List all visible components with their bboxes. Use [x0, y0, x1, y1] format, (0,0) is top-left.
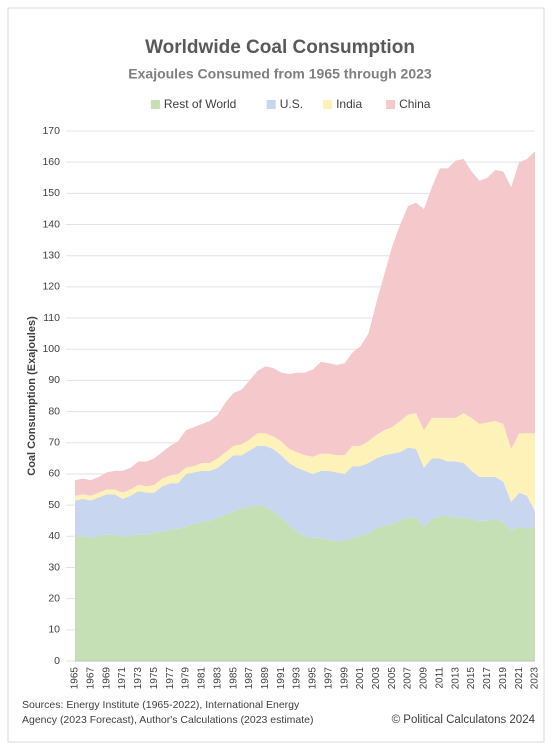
x-tick-label: 1979 — [181, 667, 192, 690]
x-tick-label: 1975 — [149, 667, 160, 690]
legend-swatch — [266, 100, 276, 109]
y-tick-label: 80 — [48, 405, 60, 417]
y-tick-label: 140 — [42, 218, 60, 230]
y-axis-label: Coal Consumption (Exajoules) — [26, 316, 38, 476]
x-tick-label: 1971 — [117, 667, 128, 690]
legend-label: U.S. — [280, 97, 303, 111]
y-tick-label: 100 — [42, 343, 60, 355]
x-tick-label: 1985 — [228, 667, 239, 690]
x-tick-label: 2023 — [530, 667, 541, 690]
y-tick-label: 60 — [48, 468, 60, 480]
y-tick-label: 70 — [48, 437, 60, 449]
legend-label: China — [399, 97, 431, 111]
y-tick-label: 50 — [48, 499, 60, 511]
y-tick-label: 150 — [42, 187, 60, 199]
sources-line: Sources: Energy Institute (1965-2022), I… — [22, 699, 300, 711]
x-tick-label: 1969 — [101, 667, 112, 690]
y-tick-label: 40 — [48, 530, 60, 542]
y-tick-label: 110 — [43, 312, 60, 324]
x-tick-label: 1995 — [308, 667, 319, 690]
x-tick-label: 2013 — [450, 667, 461, 690]
x-tick-label: 2019 — [498, 667, 509, 690]
x-tick-label: 1967 — [86, 667, 97, 690]
chart-title: Worldwide Coal Consumption — [145, 37, 415, 58]
x-tick-label: 2021 — [514, 667, 525, 690]
x-tick-label: 1987 — [244, 667, 255, 690]
x-tick-label: 2009 — [419, 667, 430, 690]
x-tick-label: 2001 — [355, 667, 366, 690]
area — [75, 151, 535, 496]
x-tick-label: 2007 — [403, 667, 414, 690]
y-tick-label: 120 — [42, 281, 60, 293]
y-tick-label: 0 — [54, 655, 60, 667]
x-tick-label: 1973 — [133, 667, 144, 690]
x-tick-label: 1993 — [292, 667, 303, 690]
y-tick-label: 20 — [48, 592, 60, 604]
x-tick-label: 1991 — [276, 667, 287, 690]
area — [75, 445, 535, 541]
x-tick-label: 1997 — [323, 667, 334, 690]
x-tick-label: 1981 — [197, 667, 208, 690]
chart-subtitle: Exajoules Consumed from 1965 through 202… — [128, 66, 432, 82]
x-tick-label: 2003 — [371, 667, 382, 690]
legend-label: Rest of World — [164, 97, 236, 111]
y-tick-label: 170 — [42, 125, 60, 137]
x-tick-label: 1989 — [260, 667, 271, 690]
y-tick-label: 130 — [42, 249, 60, 261]
y-tick-label: 160 — [42, 156, 60, 168]
sources-line: Agency (2023 Forecast), Author's Calcula… — [22, 714, 313, 726]
y-tick-label: 90 — [48, 374, 60, 386]
legend-swatch — [323, 100, 333, 109]
x-tick-label: 2017 — [482, 667, 493, 690]
x-tick-label: 1983 — [212, 667, 223, 690]
credit: © Political Calculatons 2024 — [392, 714, 536, 726]
area — [75, 413, 535, 512]
area — [75, 505, 535, 661]
x-tick-label: 2005 — [387, 667, 398, 690]
y-tick-label: 30 — [48, 561, 60, 573]
x-tick-label: 1965 — [70, 667, 81, 690]
x-tick-label: 2011 — [434, 667, 445, 689]
y-tick-label: 10 — [48, 624, 60, 636]
x-tick-label: 1977 — [165, 667, 176, 690]
x-tick-label: 2015 — [466, 667, 477, 690]
legend-swatch — [150, 100, 160, 109]
legend-swatch — [386, 100, 396, 109]
legend-label: India — [336, 97, 362, 111]
x-tick-label: 1999 — [339, 667, 350, 690]
